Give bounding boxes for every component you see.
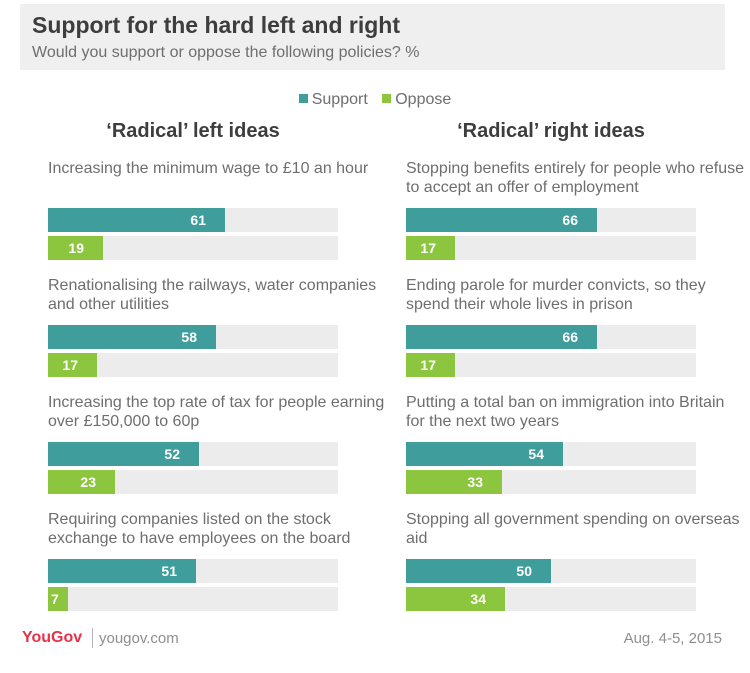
oppose-bar (406, 236, 455, 260)
bar-track: 61 (48, 208, 338, 232)
oppose-bar (406, 587, 505, 611)
oppose-bar (48, 236, 103, 260)
bar-track: 50 (406, 559, 696, 583)
bar-track: 51 (48, 559, 338, 583)
legend-label-support: Support (311, 91, 368, 108)
support-bar (48, 442, 199, 466)
support-bar (48, 559, 196, 583)
bar-track: 66 (406, 325, 696, 349)
bar-track: 17 (406, 353, 696, 377)
oppose-value-label: 23 (80, 474, 96, 490)
support-bar (406, 442, 563, 466)
support-value-label: 66 (562, 329, 578, 345)
footer-date: Aug. 4-5, 2015 (623, 630, 722, 647)
support-bar (406, 208, 597, 232)
policy-label: Ending parole for murder convicts, so th… (406, 277, 706, 313)
oppose-value-label: 33 (467, 474, 483, 490)
support-bar (48, 208, 225, 232)
bar-track: 34 (406, 587, 696, 611)
oppose-value-label: 19 (68, 240, 84, 256)
support-bar (406, 559, 551, 583)
bar-track: 54 (406, 442, 696, 466)
panel-title-right: ‘Radical’ right ideas (457, 120, 645, 142)
legend-item-support: Support (298, 91, 368, 109)
support-value-label: 52 (164, 446, 180, 462)
oppose-bar (406, 353, 455, 377)
bar-track: 33 (406, 470, 696, 494)
legend-swatch-oppose (382, 94, 392, 103)
legend-label-oppose: Oppose (395, 91, 452, 108)
support-bar (48, 325, 216, 349)
chart-title: Support for the hard left and right (32, 12, 400, 38)
oppose-bar (48, 587, 68, 611)
oppose-bar (48, 470, 115, 494)
oppose-value-label: 7 (51, 591, 59, 607)
bar-track: 23 (48, 470, 338, 494)
bar-track: 66 (406, 208, 696, 232)
oppose-value-label: 34 (470, 591, 486, 607)
bar-track: 52 (48, 442, 338, 466)
footer-site[interactable]: yougov.com (99, 630, 179, 647)
bar-track: 17 (48, 353, 338, 377)
legend-swatch-support (298, 94, 308, 103)
support-value-label: 58 (181, 329, 197, 345)
oppose-value-label: 17 (420, 357, 436, 373)
chart-header: Support for the hard left and right Woul… (20, 4, 725, 70)
oppose-value-label: 17 (420, 240, 436, 256)
support-value-label: 66 (562, 212, 578, 228)
policy-label: Renationalising the railways, water comp… (48, 277, 377, 313)
chart-subtitle: Would you support or oppose the followin… (32, 44, 420, 61)
support-value-label: 61 (190, 212, 206, 228)
policy-label: Putting a total ban on immigration into … (406, 394, 725, 430)
oppose-value-label: 17 (62, 357, 78, 373)
support-value-label: 51 (161, 563, 177, 579)
support-value-label: 50 (516, 563, 532, 579)
oppose-bar (406, 470, 502, 494)
legend: Support Oppose (0, 91, 750, 109)
yougov-logo: YouGov (22, 629, 83, 646)
policy-label: Increasing the minimum wage to £10 an ho… (48, 160, 369, 177)
bar-track: 7 (48, 587, 338, 611)
policy-label: Increasing the top rate of tax for peopl… (48, 394, 385, 430)
bar-track: 19 (48, 236, 338, 260)
footer-divider (92, 628, 93, 648)
policy-label: Stopping benefits entirely for people wh… (406, 160, 744, 196)
bar-track: 17 (406, 236, 696, 260)
oppose-bar (48, 353, 97, 377)
policy-label: Stopping all government spending on over… (406, 511, 740, 547)
legend-item-oppose: Oppose (382, 91, 451, 109)
support-value-label: 54 (528, 446, 544, 462)
support-bar (406, 325, 597, 349)
policy-label: Requiring companies listed on the stock … (48, 511, 351, 547)
bar-track: 58 (48, 325, 338, 349)
panel-title-left: ‘Radical’ left ideas (106, 120, 280, 142)
